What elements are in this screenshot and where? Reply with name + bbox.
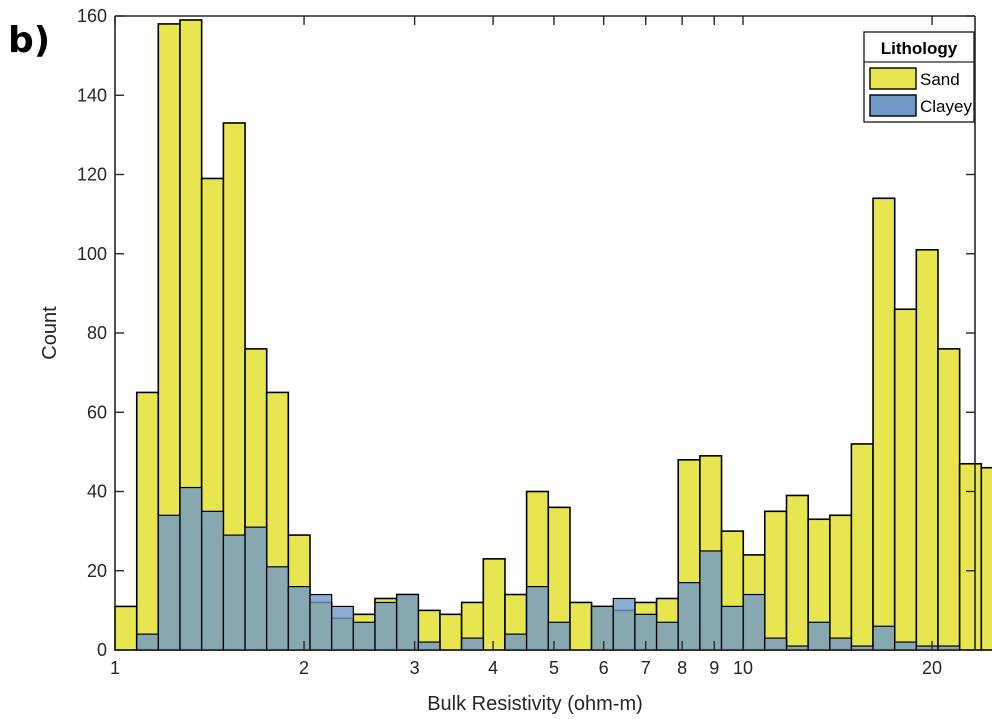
clayey-bar [829,637,852,651]
sand-bar [439,613,463,651]
clayey-bar [136,633,159,651]
y-tick-label: 100 [77,244,107,264]
sand-bar [569,601,593,651]
clayey-bar [352,621,376,651]
sand-bar [114,605,138,651]
y-tick-label: 160 [77,6,107,26]
y-axis-label: Count [39,306,61,360]
clayey-bar [222,534,246,651]
clayey-bar [504,633,528,651]
legend-title: Lithology [881,39,958,58]
sand-bar [893,308,918,651]
clayey-bar [287,585,311,651]
x-tick-label: 5 [549,658,559,678]
y-tick-label: 20 [87,561,107,581]
clayey-bar [590,605,614,651]
clayey-bar [201,510,224,651]
clayey-bar [244,526,268,651]
sand-bar [872,197,896,651]
y-tick-label: 80 [87,323,107,343]
clayey-bar [720,605,744,651]
clayey-bar [894,641,917,651]
sand-bar [763,510,788,651]
clayey-bar [872,625,896,651]
x-tick-label: 10 [733,658,753,678]
y-tick-label: 40 [87,482,107,502]
sand-bar [850,443,874,651]
legend-swatch-clayey [869,94,917,117]
legend-swatch-sand [869,67,917,90]
clayey-bar [309,593,333,651]
sand-bar [482,558,506,651]
y-tick-label: 120 [77,165,107,185]
clayey-bar [374,601,398,651]
x-tick-label: 9 [709,658,719,678]
legend-label-sand: Sand [920,70,960,89]
x-tick-label: 20 [922,658,942,678]
sand-bar [937,348,961,651]
clayey-bar [699,550,723,651]
clayey-bar [547,621,571,651]
legend: Lithology Sand Clayey [863,31,975,123]
sand-bar [980,466,992,651]
y-tick-label: 60 [87,402,107,422]
y-tick-label: 140 [77,85,107,105]
axes-group: 0204060801001201401601234567891020304050… [39,6,976,715]
sand-bar [785,494,809,651]
clayey-bar [179,486,203,651]
x-axis-label: Bulk Resistivity (ohm-m) [427,693,643,715]
clayey-bar [764,637,788,651]
clayey-bar [526,585,549,651]
clayey-bar [157,514,181,651]
x-tick-label: 2 [299,658,309,678]
clayey-bar [677,582,701,651]
clayey-bar [461,637,484,651]
sand-bar [915,248,939,651]
x-tick-label: 6 [599,658,609,678]
clayey-bar [417,641,441,651]
bars-group [114,19,992,651]
sand-bar [135,391,160,651]
clayey-bar [807,621,831,651]
legend-label-clayey: Clayey [920,97,972,116]
x-tick-label: 8 [677,658,687,678]
x-tick-label: 7 [641,658,651,678]
clayey-bar [612,597,636,651]
panel-label: b) [8,20,51,61]
x-tick-label: 3 [410,658,420,678]
sand-bar [829,514,853,651]
clayey-bar [266,566,289,651]
x-tick-label: 1 [110,658,120,678]
x-tick-label: 4 [488,658,498,678]
clayey-bar [655,621,679,651]
clayey-bar [742,593,766,651]
clayey-bar [331,605,354,651]
y-tick-label: 0 [97,640,107,660]
